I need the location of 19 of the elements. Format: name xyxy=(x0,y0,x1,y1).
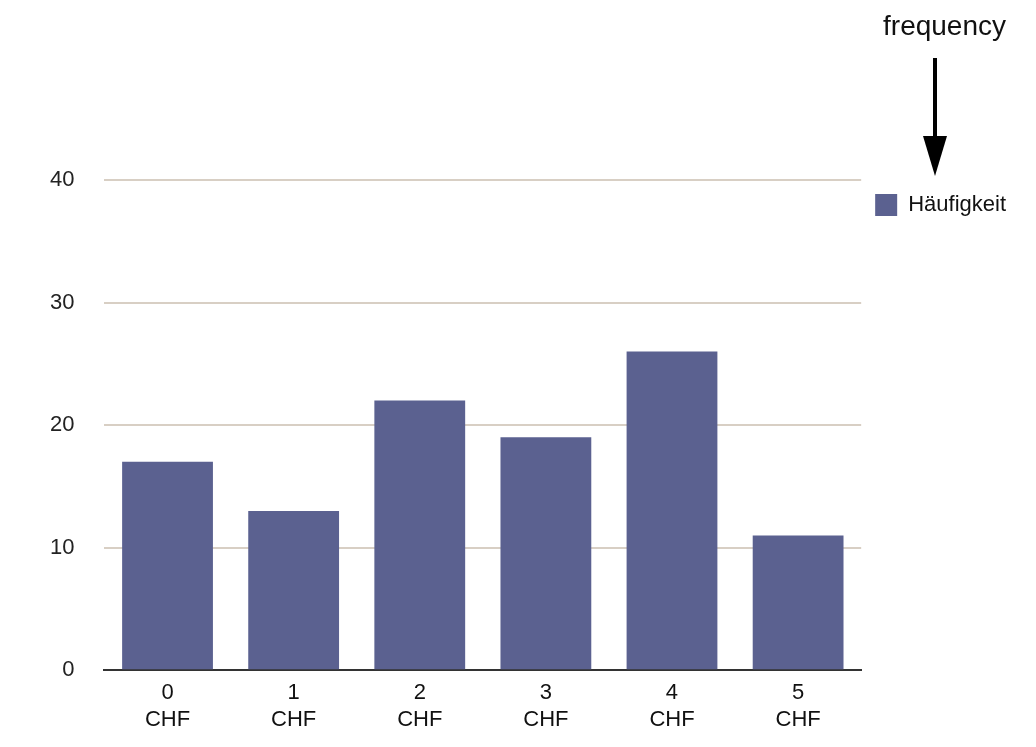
legend-label: Häufigkeit xyxy=(908,191,1007,217)
y-tick-label: 20 xyxy=(49,411,75,437)
bar xyxy=(248,510,340,670)
x-tick-label: 1 CHF xyxy=(271,679,317,731)
bar xyxy=(626,351,718,670)
bar xyxy=(500,437,592,670)
x-tick-label: 2 CHF xyxy=(397,679,443,731)
x-tick-label: 0 CHF xyxy=(144,679,191,731)
x-tick-label: 5 CHF xyxy=(775,679,821,731)
y-tick-label: 30 xyxy=(49,288,75,314)
x-tick-label: 4 CHF xyxy=(649,679,695,731)
bar xyxy=(122,461,213,670)
y-tick-label: 0 xyxy=(62,656,75,682)
bar xyxy=(752,535,844,670)
text: frequency xyxy=(883,10,1006,42)
y-tick-label: 40 xyxy=(49,166,75,192)
y-tick-label: 10 xyxy=(49,533,75,559)
bar xyxy=(374,400,466,670)
x-tick-label: 3 CHF xyxy=(523,679,569,731)
